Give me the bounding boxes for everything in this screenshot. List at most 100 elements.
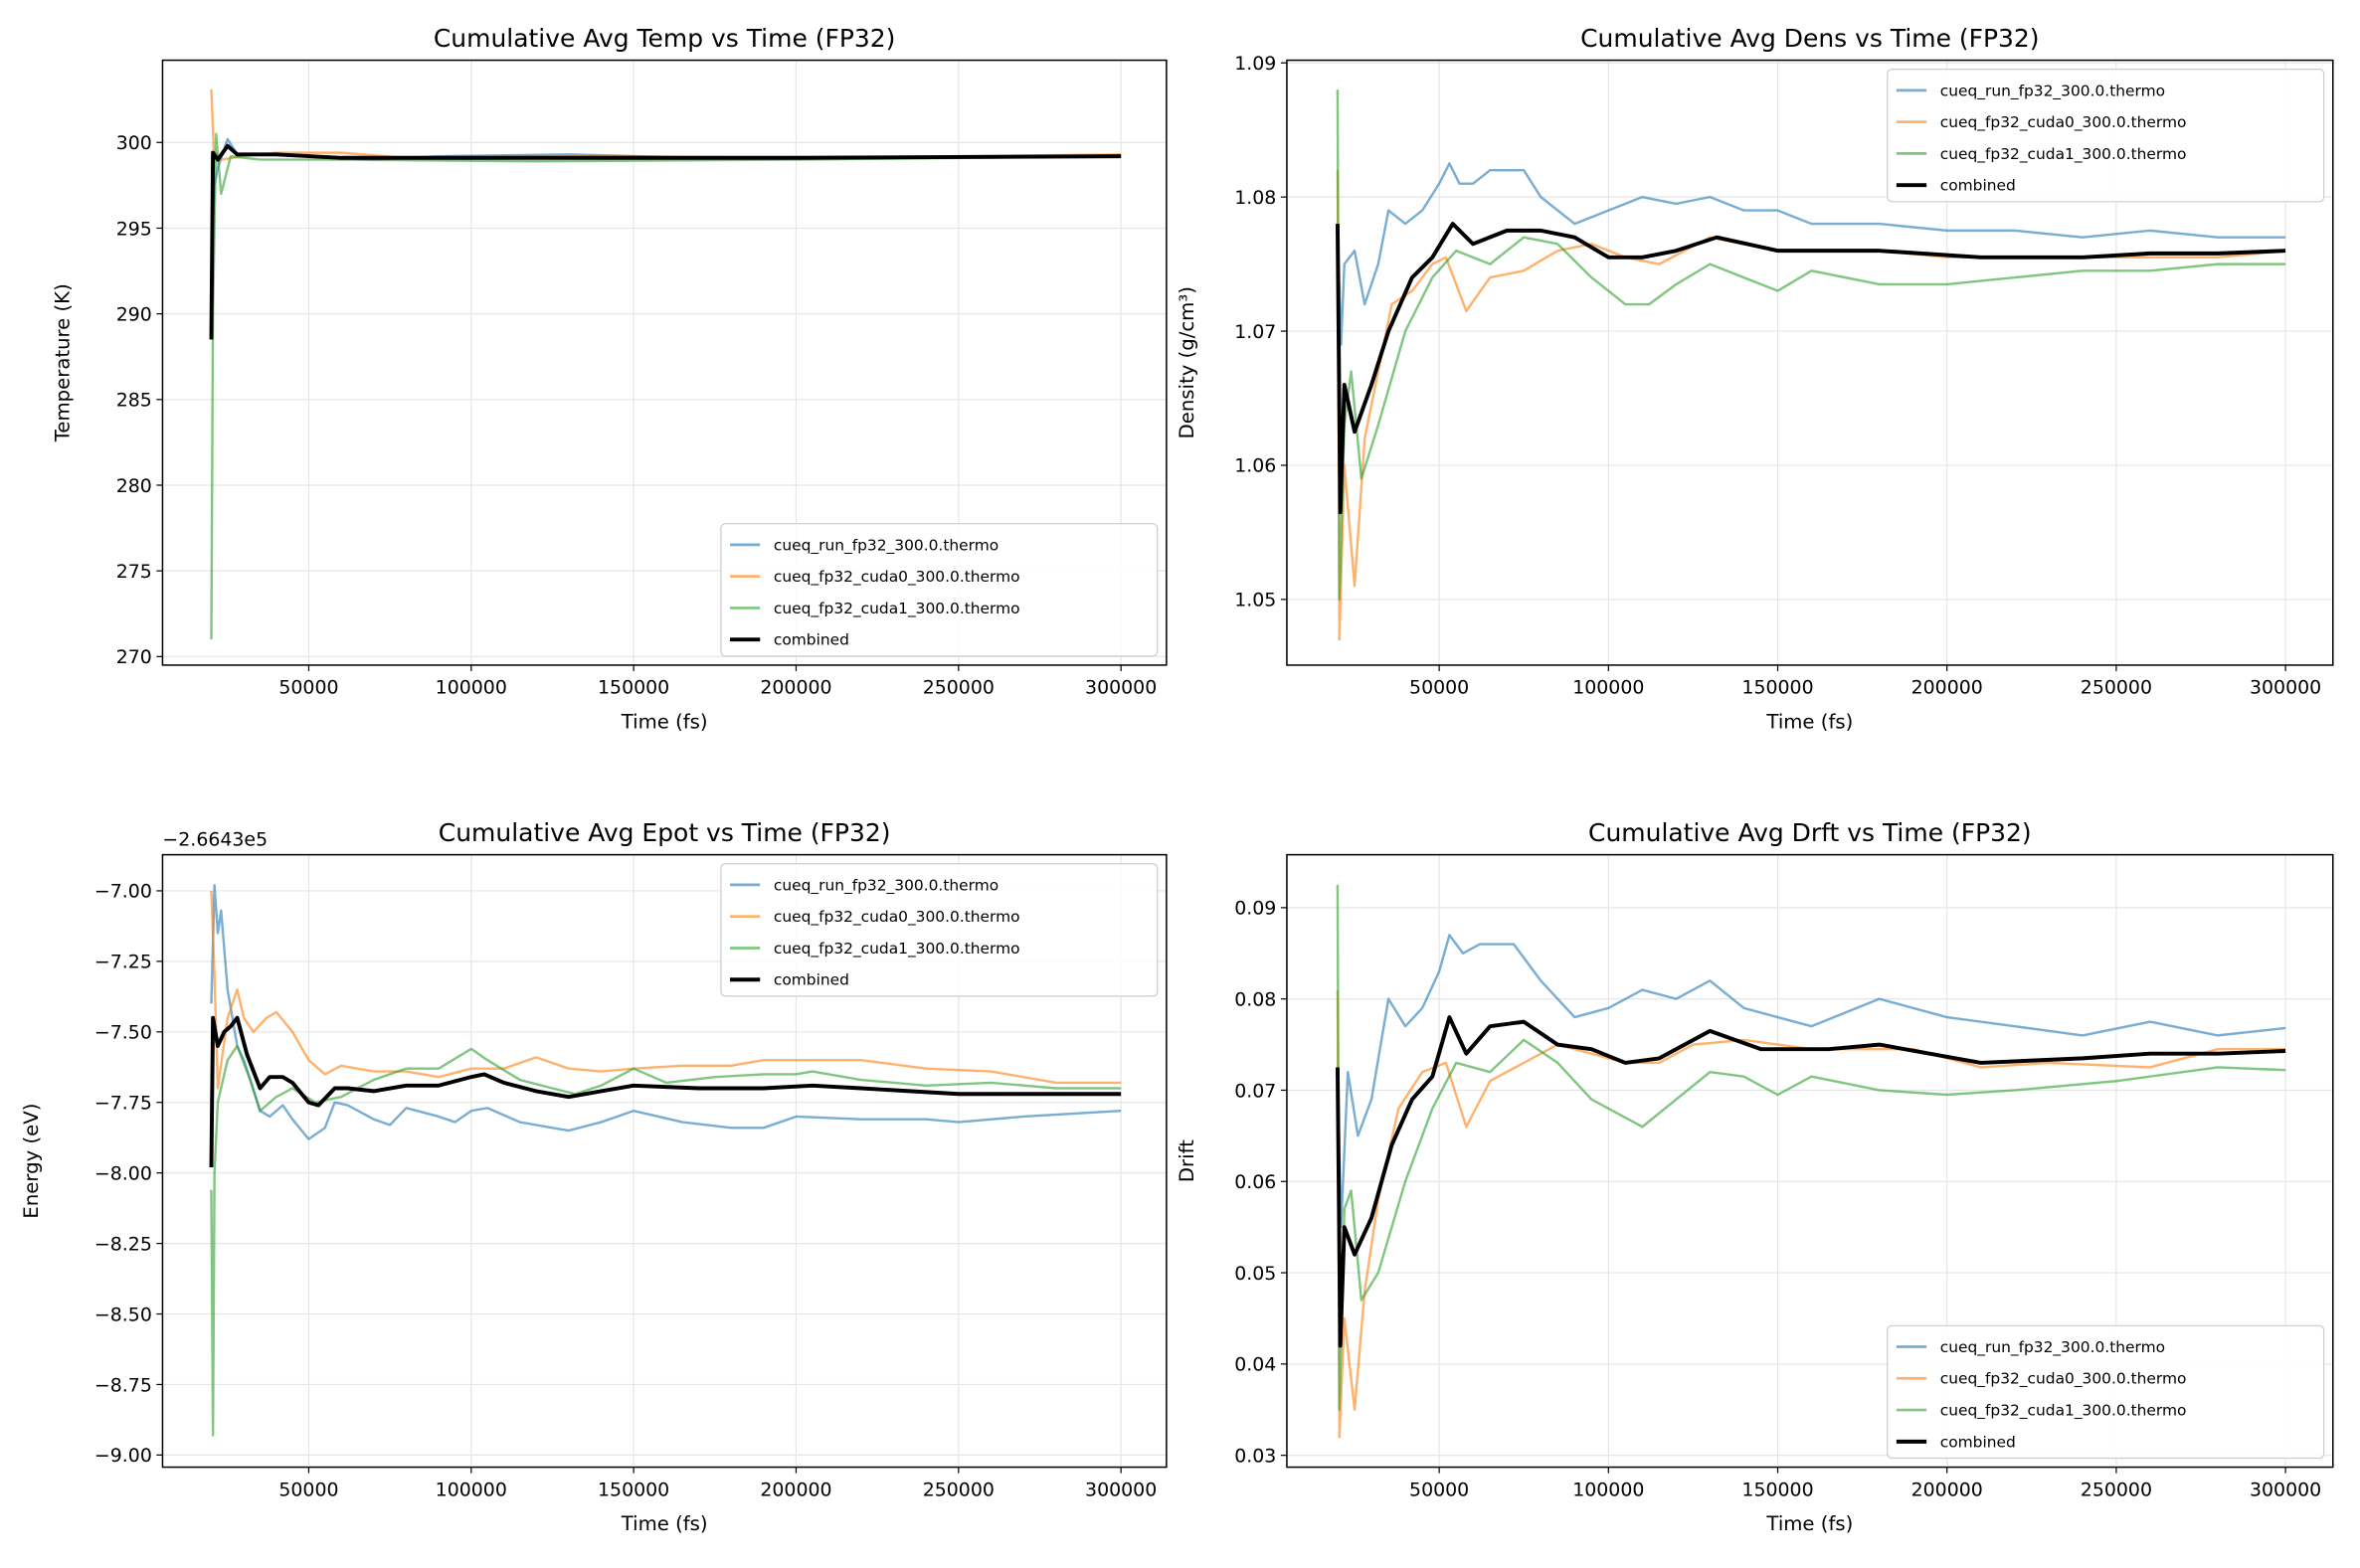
chart-panel-1: 50000 100000 150000 200000 250000 300000 270 27… xyxy=(52,24,1168,734)
y-tick-label: 290 xyxy=(116,303,152,325)
y-tick-label: 0.06 xyxy=(1234,1171,1276,1193)
x-tick-label: 50000 xyxy=(278,677,338,699)
x-tick-label: 300000 xyxy=(2250,1479,2321,1500)
legend-label: cueq_fp32_cuda0_300.0.thermo xyxy=(774,568,1020,587)
legend-label: cueq_fp32_cuda1_300.0.thermo xyxy=(774,600,1020,618)
series-line-2 xyxy=(210,88,1122,161)
y-axis-label: Drift xyxy=(1176,1139,1198,1182)
legend-label: combined xyxy=(1940,177,2016,195)
y-tick-label: −8.75 xyxy=(94,1374,152,1396)
x-tick-label: 250000 xyxy=(923,677,995,699)
y-tick-label: 1.09 xyxy=(1234,53,1276,75)
x-axis-label: Time (fs) xyxy=(621,711,708,734)
series-line-3 xyxy=(1336,884,2286,1411)
x-tick-label: 100000 xyxy=(436,677,507,699)
y-tick-label: 1.05 xyxy=(1234,590,1276,611)
axes-frame xyxy=(1286,853,2334,1469)
legend-label: cueq_run_fp32_300.0.thermo xyxy=(774,876,998,895)
series-line-3 xyxy=(1336,89,2286,602)
y-tick-label: 1.06 xyxy=(1234,455,1276,477)
chart-panel-2: 50000 100000 150000 200000 250000 300000 1.05 1… xyxy=(1176,24,2334,734)
y-tick-label: 275 xyxy=(116,561,152,583)
x-tick-label: 50000 xyxy=(1409,677,1469,699)
x-axis-label: Time (fs) xyxy=(1765,1512,1853,1535)
x-tick-label: 250000 xyxy=(2081,677,2152,699)
series-line-combined xyxy=(209,1015,1122,1167)
y-tick-label: 0.09 xyxy=(1234,898,1276,920)
legend-box xyxy=(1887,69,2325,203)
x-tick-label: 150000 xyxy=(598,1479,669,1500)
series-line-3 xyxy=(210,1044,1122,1437)
legend-box xyxy=(720,863,1159,997)
x-tick-label: 200000 xyxy=(1911,1479,1983,1500)
x-tick-label: 250000 xyxy=(923,1479,995,1500)
x-tick-label: 200000 xyxy=(1911,677,1983,699)
legend-label: combined xyxy=(1940,1433,2016,1451)
x-tick-label: 100000 xyxy=(1572,1479,1644,1500)
y-tick-label: 0.07 xyxy=(1234,1080,1276,1102)
series-line-2 xyxy=(210,890,1122,1090)
legend-label: cueq_fp32_cuda0_300.0.thermo xyxy=(1940,113,2187,132)
y-tick-label: 280 xyxy=(116,475,152,497)
x-tick-label: 300000 xyxy=(1085,1479,1157,1500)
legend-label: cueq_run_fp32_300.0.thermo xyxy=(774,536,998,555)
x-axis-label: Time (fs) xyxy=(1765,711,1853,734)
y-tick-label: 0.04 xyxy=(1234,1354,1276,1376)
legend: cueq_run_fp32_300.0.thermo cueq_fp32_cuda… xyxy=(720,863,1159,997)
series-line-combined xyxy=(1335,222,2286,515)
y-tick-label: 0.08 xyxy=(1234,988,1276,1010)
y-axis-label: Density (g/cm³) xyxy=(1176,286,1198,438)
x-tick-label: 250000 xyxy=(2081,1479,2152,1500)
legend-box xyxy=(720,523,1159,657)
x-tick-label: 150000 xyxy=(1741,1479,1813,1500)
x-tick-label: 150000 xyxy=(598,677,669,699)
y-tick-label: 285 xyxy=(116,390,152,412)
legend-label: combined xyxy=(774,971,849,989)
legend-label: cueq_fp32_cuda1_300.0.thermo xyxy=(774,940,1020,958)
y-tick-label: 1.08 xyxy=(1234,187,1276,209)
legend: cueq_run_fp32_300.0.thermo cueq_fp32_cuda… xyxy=(720,523,1159,657)
y-offset-label: −2.6643e5 xyxy=(162,829,268,851)
legend: cueq_run_fp32_300.0.thermo cueq_fp32_cuda… xyxy=(1887,69,2325,203)
y-tick-label: 295 xyxy=(116,218,152,240)
x-tick-label: 200000 xyxy=(760,1479,831,1500)
chart-title: Cumulative Avg Temp vs Time (FP32) xyxy=(434,24,896,53)
y-tick-label: −7.75 xyxy=(94,1093,152,1115)
axes-frame xyxy=(1286,59,2334,666)
x-tick-label: 100000 xyxy=(1572,677,1644,699)
x-tick-label: 150000 xyxy=(1741,677,1813,699)
y-axis-label: Temperature (K) xyxy=(52,283,75,442)
legend-label: combined xyxy=(774,631,849,649)
chart-title: Cumulative Avg Epot vs Time (FP32) xyxy=(439,818,891,847)
series-line-combined xyxy=(1335,1015,2286,1348)
series-line-3 xyxy=(210,132,1122,640)
x-axis-label: Time (fs) xyxy=(621,1512,708,1535)
x-tick-label: 100000 xyxy=(436,1479,507,1500)
x-tick-label: 200000 xyxy=(760,677,831,699)
legend-label: cueq_run_fp32_300.0.thermo xyxy=(1940,82,2165,100)
y-tick-label: −8.50 xyxy=(94,1304,152,1325)
series-line-1 xyxy=(1336,934,2286,1229)
axes-frame xyxy=(161,59,1168,666)
series-line-1 xyxy=(1336,162,2286,346)
y-tick-label: 0.03 xyxy=(1234,1445,1276,1467)
x-tick-label: 50000 xyxy=(278,1479,338,1500)
series-line-combined xyxy=(209,143,1122,340)
legend-label: cueq_fp32_cuda1_300.0.thermo xyxy=(1940,145,2187,164)
legend-label: cueq_run_fp32_300.0.thermo xyxy=(1940,1338,2165,1357)
legend-label: cueq_fp32_cuda0_300.0.thermo xyxy=(1940,1370,2187,1389)
legend-label: cueq_fp32_cuda1_300.0.thermo xyxy=(1940,1402,2187,1421)
legend-label: cueq_fp32_cuda0_300.0.thermo xyxy=(774,908,1020,927)
y-tick-label: −8.25 xyxy=(94,1233,152,1255)
y-tick-label: 0.05 xyxy=(1234,1263,1276,1285)
axes-frame xyxy=(161,853,1168,1469)
y-tick-label: 300 xyxy=(116,132,152,154)
y-tick-label: −7.50 xyxy=(94,1022,152,1044)
y-tick-label: −8.00 xyxy=(94,1162,152,1184)
y-tick-label: 1.07 xyxy=(1234,321,1276,343)
chart-title: Cumulative Avg Drft vs Time (FP32) xyxy=(1588,818,2032,847)
y-tick-label: −7.00 xyxy=(94,881,152,903)
x-tick-label: 50000 xyxy=(1409,1479,1469,1500)
chart-title: Cumulative Avg Dens vs Time (FP32) xyxy=(1580,24,2039,53)
